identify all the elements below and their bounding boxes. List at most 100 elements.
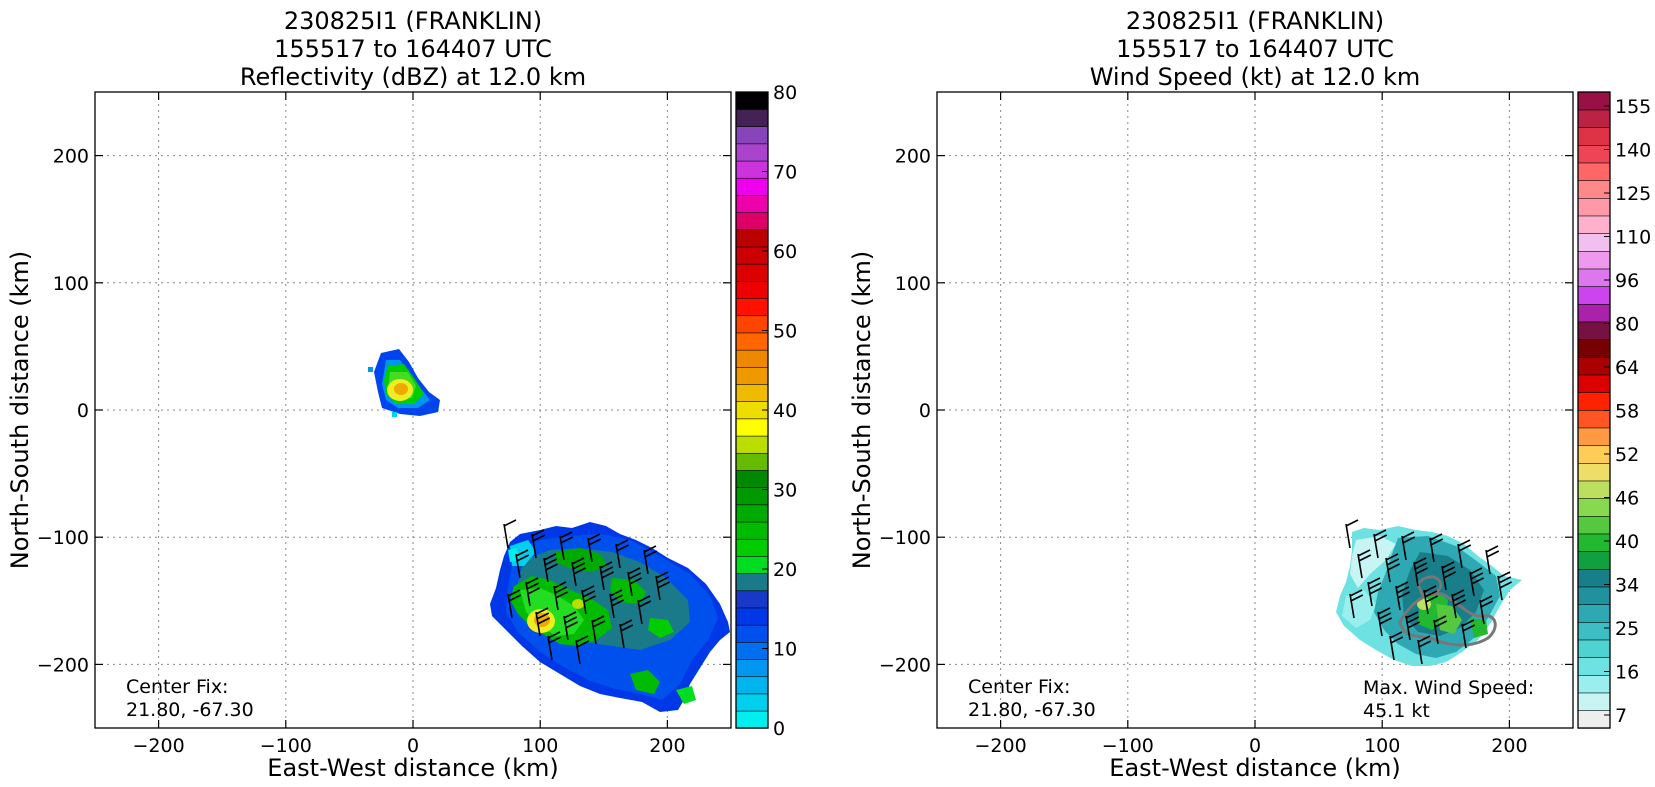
x-tick-label: 200	[1491, 735, 1527, 757]
colorbar-tick-label: 40	[1615, 531, 1639, 553]
colorbar-swatch	[1577, 127, 1611, 146]
right-axis-ticks: −200 −100 0 100 200 −200 −100 0 100 200	[879, 92, 1573, 757]
colorbar-tick-label: 16	[1615, 662, 1639, 684]
right-center-fix-value: 21.80, -67.30	[968, 699, 1096, 721]
colorbar-swatch	[735, 349, 769, 368]
wind-barb	[1349, 589, 1364, 619]
wind-barb	[1423, 585, 1438, 615]
wind-barb	[535, 607, 550, 637]
nw-echo-speck-2	[392, 412, 397, 417]
colorbar-swatch	[735, 435, 769, 454]
colorbar-swatch	[1577, 374, 1611, 393]
colorbar-tick-label: 50	[773, 321, 797, 343]
colorbar-tick-label: 140	[1615, 140, 1651, 162]
wind-barb	[1413, 557, 1428, 587]
colorbar-tick-label: 20	[773, 559, 797, 581]
colorbar-swatch	[1577, 427, 1611, 446]
x-tick-label: −200	[133, 735, 185, 757]
se-echo-green-bright	[520, 588, 584, 636]
colorbar-swatch	[735, 263, 769, 282]
colorbar-tick-label: 80	[773, 82, 797, 104]
colorbar-tick-label: 96	[1615, 270, 1639, 292]
max-wind-contour-2	[1416, 575, 1443, 596]
colorbar-swatch	[735, 177, 769, 196]
left-ylabel: North-South distance (km)	[6, 251, 34, 570]
y-tick-label: 0	[77, 400, 89, 422]
wind-barb	[1457, 539, 1472, 569]
nw-echo-speck	[368, 367, 373, 372]
wind-barb	[615, 539, 630, 569]
colorbar-swatch	[1577, 162, 1611, 181]
colorbar-swatch	[1577, 197, 1611, 217]
colorbar-swatch	[1577, 657, 1611, 676]
right-title-line-3: Wind Speed (kt) at 12.0 km	[1090, 63, 1421, 91]
colorbar-swatch	[735, 572, 769, 592]
x-tick-label: −100	[260, 735, 312, 757]
colorbar-swatch	[1577, 462, 1611, 482]
wind-barb	[1461, 619, 1476, 649]
wind-speed-panel: 230825I1 (FRANKLIN) 155517 to 164407 UTC…	[848, 7, 1651, 782]
colorbar-swatch	[735, 452, 769, 471]
y-tick-label: 0	[919, 400, 931, 422]
colorbar-swatch	[735, 229, 769, 248]
northwest-echo	[368, 349, 440, 417]
colorbar-swatch	[735, 108, 769, 127]
colorbar-tick-label: 60	[773, 241, 797, 263]
left-center-fix-label: Center Fix:	[126, 676, 228, 698]
colorbar-swatch	[735, 607, 769, 626]
wind-barb	[553, 581, 568, 611]
colorbar-tick-label: 155	[1615, 96, 1651, 118]
colorbar-swatch	[735, 469, 769, 488]
colorbar-swatch	[1577, 692, 1611, 711]
colorbar-swatch	[1577, 674, 1611, 694]
right-gridlines	[937, 92, 1573, 728]
right-wind-barbs	[1345, 519, 1512, 665]
colorbar-swatch	[1577, 91, 1611, 111]
wind-barb	[609, 589, 624, 619]
colorbar-tick-label: 34	[1615, 575, 1639, 597]
left-title-line-3: Reflectivity (dBZ) at 12.0 km	[240, 63, 586, 91]
wind-barb	[637, 595, 652, 625]
colorbar-swatch	[1577, 392, 1611, 411]
colorbar-swatch	[1577, 180, 1611, 199]
wind-barb	[547, 631, 562, 661]
reflectivity-colorbar: 0 10 20 30 40 50 60 70 80	[735, 82, 797, 740]
left-wind-barbs	[503, 519, 670, 665]
wind-barb	[571, 557, 586, 587]
wind-barb	[587, 533, 602, 563]
colorbar-tick-label: 40	[773, 400, 797, 422]
colorbar-swatch	[1577, 639, 1611, 658]
colorbar-swatch	[735, 160, 769, 179]
right-xlabel: East-West distance (km)	[1109, 754, 1400, 782]
left-axis-ticks: −200 −100 0 100 200 −200 −100 0 100 200	[37, 92, 731, 757]
y-tick-label: 200	[895, 146, 931, 168]
colorbar-swatch	[1577, 144, 1611, 164]
colorbar-swatch	[1577, 109, 1611, 128]
wind-barb	[559, 531, 574, 561]
colorbar-swatch	[735, 710, 769, 729]
colorbar-swatch	[735, 194, 769, 213]
wind-barb	[1497, 571, 1512, 601]
wind-barb	[1441, 561, 1456, 591]
wind-barb	[1479, 595, 1494, 625]
wind-barb	[563, 611, 578, 641]
wind-barb	[1367, 577, 1382, 607]
left-plot-area: −200 −100 0 100 200 −200 −100 0 100 200	[37, 91, 732, 757]
colorbar-swatch	[1577, 604, 1611, 623]
colorbar-swatch	[1577, 498, 1611, 517]
colorbar-swatch	[1577, 621, 1611, 641]
colorbar-swatch	[735, 555, 769, 574]
colorbar-tick-label: 110	[1615, 227, 1651, 249]
wind-barb	[1377, 607, 1392, 637]
wind-barb	[655, 571, 670, 601]
colorbar-swatch	[1577, 551, 1611, 570]
y-tick-label: 100	[53, 273, 89, 295]
colorbar-swatch	[735, 366, 769, 385]
colorbar-swatch	[735, 212, 769, 231]
colorbar-tick-label: 64	[1615, 357, 1639, 379]
x-tick-label: 0	[407, 735, 419, 757]
colorbar-swatch	[735, 297, 769, 317]
wind-barb	[1469, 567, 1484, 597]
colorbar-swatch	[1577, 250, 1611, 270]
x-tick-label: −100	[1102, 735, 1154, 757]
